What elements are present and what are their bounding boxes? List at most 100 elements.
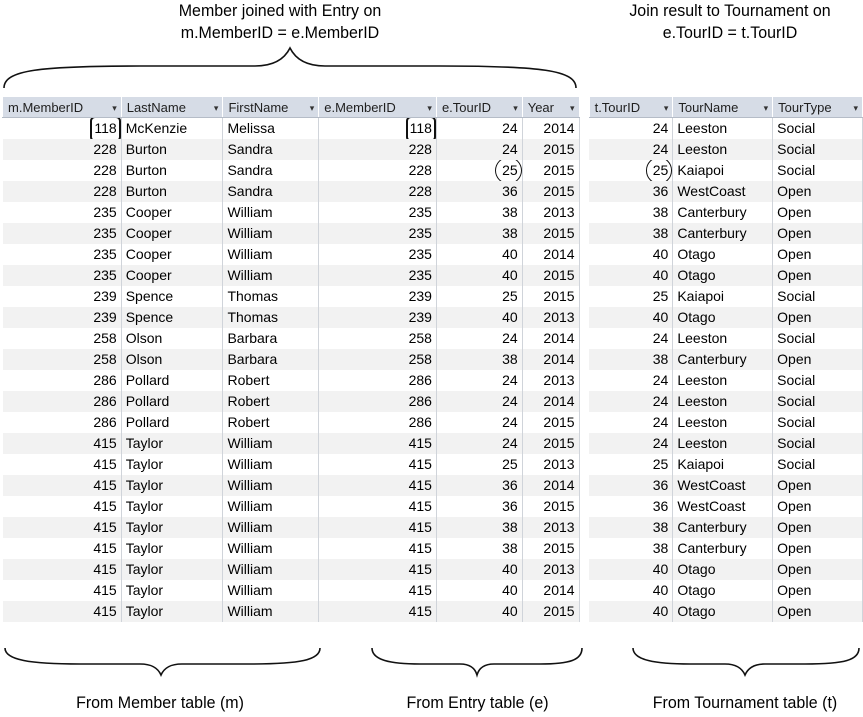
table-cell[interactable]: Social	[772, 117, 863, 139]
dropdown-arrow-icon[interactable]: ▾	[663, 102, 669, 113]
dropdown-arrow-icon[interactable]: ▾	[427, 102, 432, 113]
table-cell[interactable]: 38	[436, 223, 523, 244]
table-cell[interactable]: 40	[436, 580, 523, 601]
table-cell[interactable]: 25	[589, 160, 674, 181]
table-cell[interactable]: 24	[436, 412, 523, 433]
table-cell[interactable]: 2014	[522, 391, 580, 412]
table-cell[interactable]: Sandra	[222, 181, 320, 202]
table-cell[interactable]: 38	[589, 538, 674, 559]
dropdown-arrow-icon[interactable]: ▾	[309, 102, 315, 113]
table-cell[interactable]: Open	[772, 223, 863, 244]
table-cell[interactable]: 36	[589, 475, 674, 496]
table-cell[interactable]: 40	[436, 244, 523, 265]
table-cell[interactable]: 24	[436, 117, 523, 139]
column-header[interactable]: Year ▾	[521, 96, 580, 118]
table-cell[interactable]: 25	[589, 286, 674, 307]
table-cell[interactable]: Open	[772, 559, 863, 580]
column-header[interactable]: TourType ▾	[772, 96, 863, 118]
table-row[interactable]: 118 McKenzie Melissa 118 24 2014 24 Leeston Soci…	[2, 117, 863, 139]
table-cell[interactable]: Social	[772, 391, 863, 412]
table-cell[interactable]: 2013	[522, 370, 580, 391]
table-cell[interactable]: Taylor	[121, 559, 224, 580]
table-cell[interactable]: Leeston	[672, 391, 774, 412]
table-cell[interactable]: 2015	[522, 433, 580, 454]
table-cell[interactable]: Open	[772, 181, 863, 202]
table-cell[interactable]: 118	[318, 117, 437, 139]
table-cell[interactable]: Social	[772, 412, 863, 433]
table-cell[interactable]: 25	[436, 454, 523, 475]
table-cell[interactable]: 235	[2, 223, 122, 244]
table-cell[interactable]: Social	[772, 139, 863, 160]
table-cell[interactable]: Barbara	[222, 349, 320, 370]
column-header[interactable]: FirstName ▾	[222, 96, 320, 118]
table-row[interactable]: 415 Taylor William 415 24 2015 24 Leeston Social	[2, 433, 863, 454]
table-cell[interactable]: 24	[589, 412, 674, 433]
table-cell[interactable]: Otago	[672, 559, 774, 580]
table-cell[interactable]: 415	[318, 580, 437, 601]
table-cell[interactable]: 258	[2, 328, 122, 349]
table-row[interactable]: 286 Pollard Robert 286 24 2013 24 Leeston Social	[2, 370, 863, 391]
table-row[interactable]: 258 Olson Barbara 258 38 2014 38 Canterbury Open	[2, 349, 863, 370]
table-cell[interactable]: 36	[436, 496, 523, 517]
table-cell[interactable]: 2015	[522, 286, 580, 307]
table-cell[interactable]: 38	[589, 349, 674, 370]
table-cell[interactable]: 286	[318, 391, 437, 412]
table-cell[interactable]: Taylor	[121, 433, 224, 454]
table-cell[interactable]: 25	[436, 286, 523, 307]
table-cell[interactable]: 24	[589, 391, 674, 412]
table-cell[interactable]: Leeston	[672, 433, 774, 454]
table-cell[interactable]: 239	[318, 286, 437, 307]
table-cell[interactable]: 235	[318, 244, 437, 265]
table-cell[interactable]: 2015	[522, 412, 580, 433]
table-cell[interactable]: 40	[589, 244, 674, 265]
table-cell[interactable]: Olson	[121, 328, 224, 349]
table-cell[interactable]: 2014	[522, 580, 580, 601]
table-cell[interactable]: Kaiapoi	[672, 286, 774, 307]
table-cell[interactable]: 286	[2, 370, 122, 391]
table-cell[interactable]: 235	[318, 223, 437, 244]
table-cell[interactable]: Burton	[121, 160, 224, 181]
table-cell[interactable]: 2013	[522, 517, 580, 538]
table-cell[interactable]: 415	[2, 580, 122, 601]
table-cell[interactable]: 40	[589, 265, 674, 286]
table-cell[interactable]: Pollard	[121, 370, 224, 391]
table-cell[interactable]: 415	[2, 475, 122, 496]
table-cell[interactable]: 38	[589, 223, 674, 244]
table-cell[interactable]: Social	[772, 160, 863, 181]
table-cell[interactable]: Otago	[672, 601, 774, 622]
table-row[interactable]: 235 Cooper William 235 40 2014 40 Otago Open	[2, 244, 863, 265]
table-cell[interactable]: Social	[772, 454, 863, 475]
table-cell[interactable]: 38	[436, 517, 523, 538]
table-cell[interactable]: 415	[2, 559, 122, 580]
table-cell[interactable]: 2015	[522, 496, 580, 517]
table-cell[interactable]: 40	[589, 601, 674, 622]
table-cell[interactable]: 239	[318, 307, 437, 328]
table-cell[interactable]: 24	[589, 370, 674, 391]
table-row[interactable]: 235 Cooper William 235 40 2015 40 Otago Open	[2, 265, 863, 286]
table-cell[interactable]: 24	[436, 370, 523, 391]
table-cell[interactable]: Otago	[672, 244, 774, 265]
dropdown-arrow-icon[interactable]: ▾	[853, 102, 858, 113]
table-cell[interactable]: 258	[318, 349, 437, 370]
table-cell[interactable]: 2015	[522, 160, 580, 181]
table-cell[interactable]: Open	[772, 349, 863, 370]
table-cell[interactable]: 286	[318, 370, 437, 391]
column-header[interactable]: e.MemberID ▾	[318, 96, 437, 118]
table-cell[interactable]: 2015	[522, 181, 580, 202]
table-cell[interactable]: 415	[2, 517, 122, 538]
table-cell[interactable]: 286	[2, 391, 122, 412]
table-cell[interactable]: Kaiapoi	[672, 454, 774, 475]
table-cell[interactable]: 258	[2, 349, 122, 370]
table-cell[interactable]: 118	[2, 117, 122, 139]
table-cell[interactable]: 2014	[522, 244, 580, 265]
table-cell[interactable]: Burton	[121, 181, 224, 202]
table-cell[interactable]: Leeston	[672, 370, 774, 391]
table-cell[interactable]: William	[222, 454, 320, 475]
table-cell[interactable]: Open	[772, 601, 863, 622]
table-cell[interactable]: Taylor	[121, 475, 224, 496]
table-cell[interactable]: 2014	[522, 349, 580, 370]
table-cell[interactable]: Leeston	[672, 328, 774, 349]
table-cell[interactable]: 24	[436, 433, 523, 454]
table-cell[interactable]: 415	[318, 517, 437, 538]
table-cell[interactable]: 415	[318, 601, 437, 622]
